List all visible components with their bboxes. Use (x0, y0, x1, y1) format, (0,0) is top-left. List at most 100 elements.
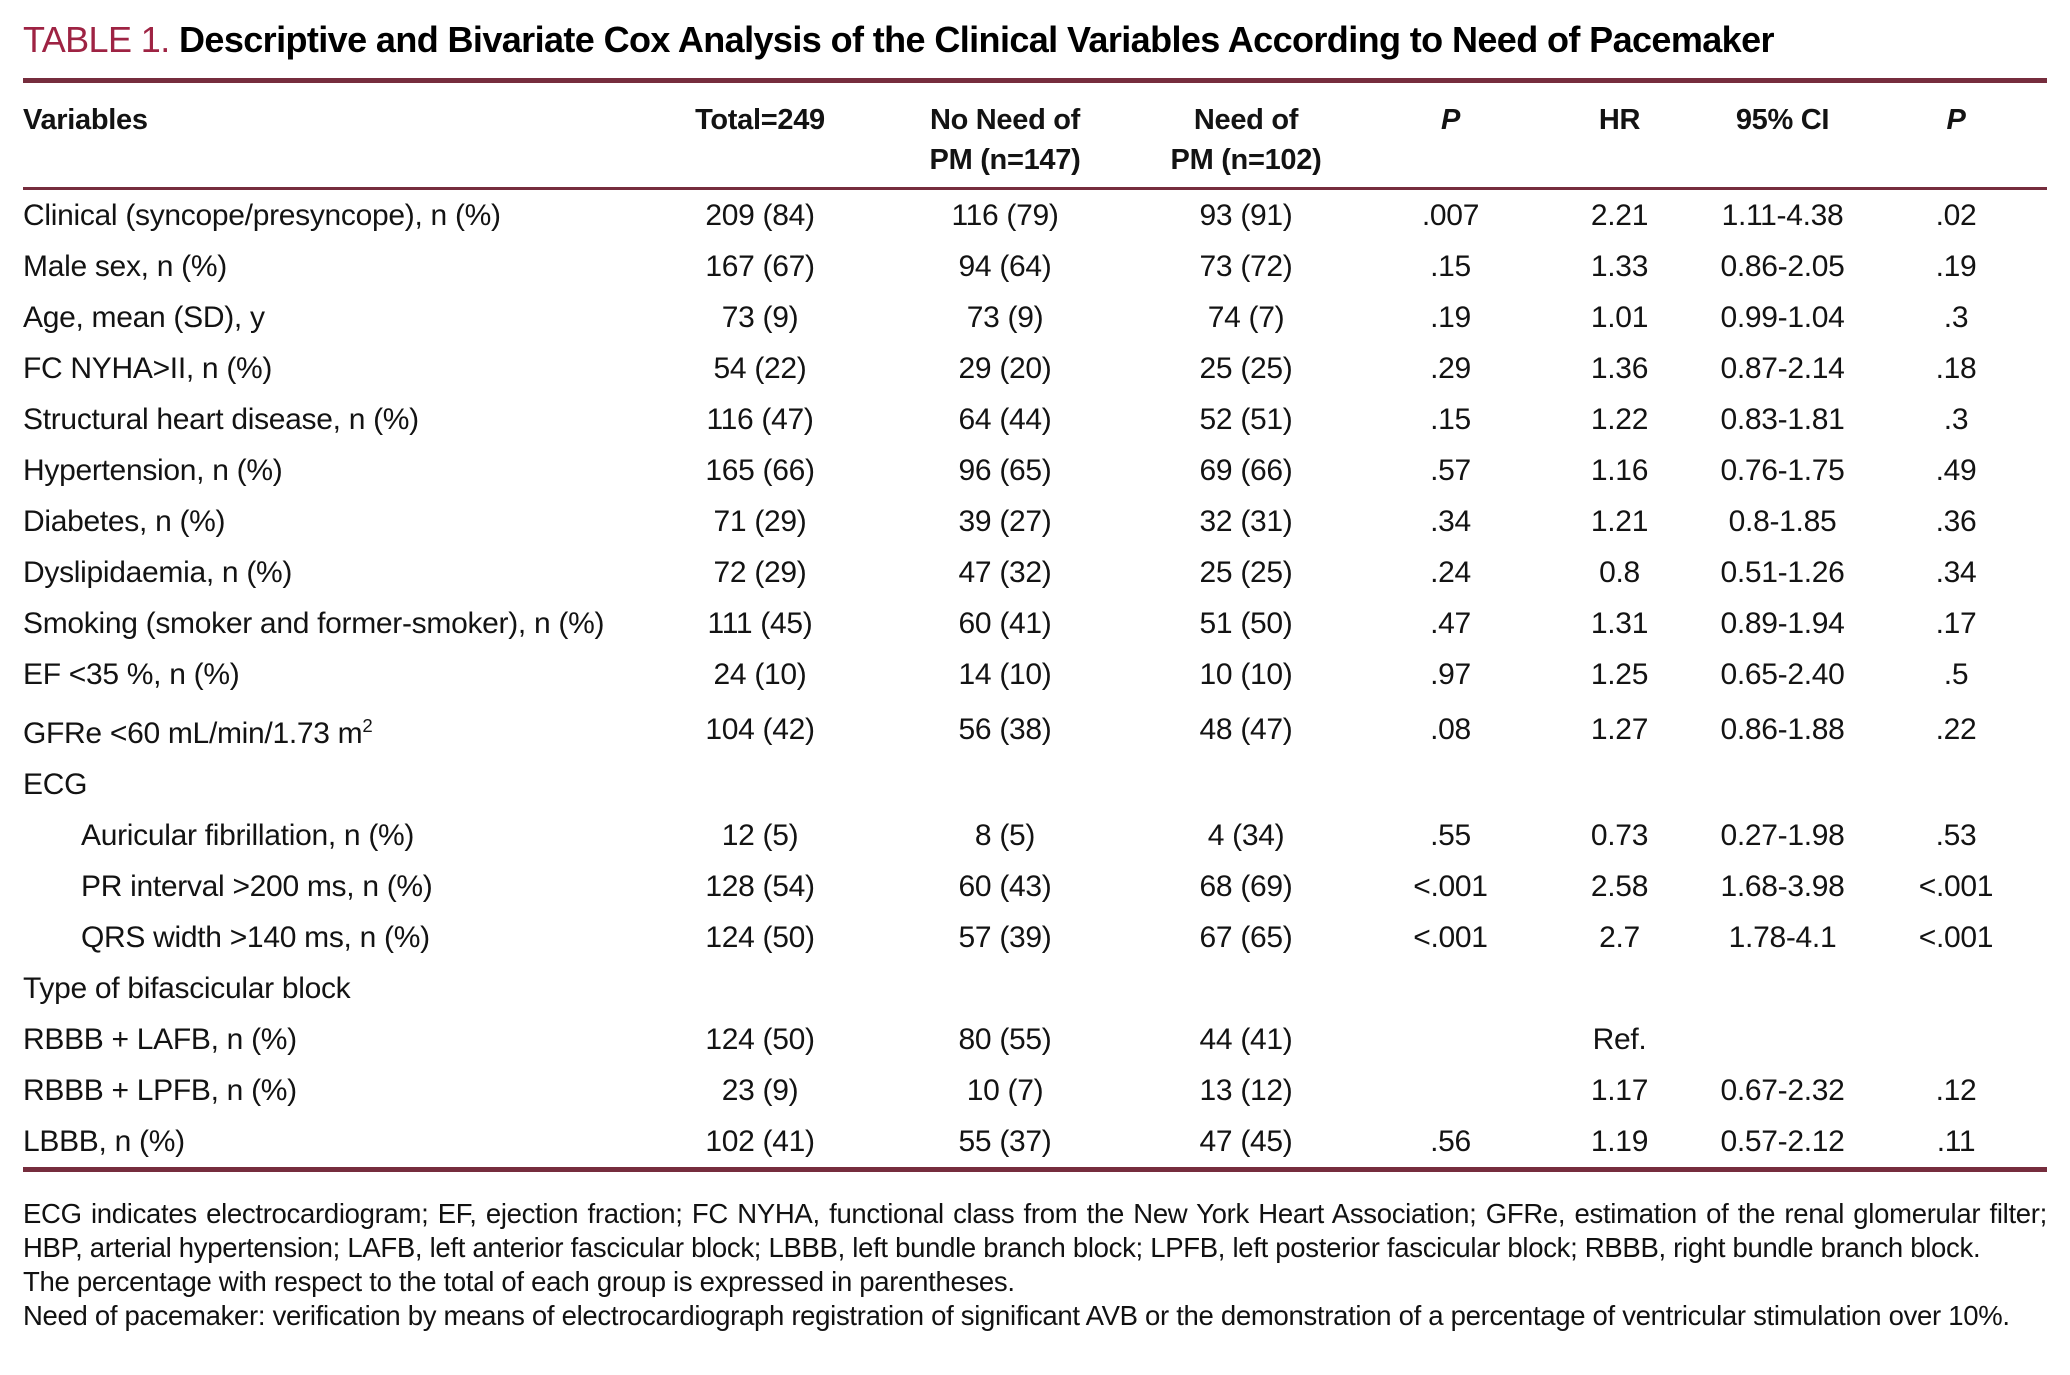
table-row: Structural heart disease, n (%) 116 (47) 6… (23, 394, 2047, 445)
value-cell (880, 963, 1130, 1014)
value-cell: .15 (1430, 250, 1471, 283)
value-cell (1865, 759, 2047, 810)
value-cell: .57 (1430, 454, 1471, 487)
value-cell: 73 (9) (966, 301, 1044, 334)
table-row: Diabetes, n (%) 71 (29) 39 (27) 32 (31) .34 1… (23, 496, 2047, 547)
value-cell: 73 (9) (721, 301, 799, 334)
footnote-abbreviations: ECG indicates electrocardiogram; EF, eje… (23, 1198, 2047, 1263)
variable-label: Structural heart disease, n (%) (23, 403, 419, 436)
table-row: Type of bifascicular block (23, 963, 2047, 1014)
value-cell: 102 (41) (705, 1125, 815, 1158)
value-cell: 2.21 (1590, 199, 1649, 232)
value-cell: 0.73 (1590, 819, 1649, 852)
variable-label: Diabetes, n (%) (23, 505, 226, 538)
value-cell: 1.27 (1590, 713, 1649, 746)
value-cell: 64 (44) (958, 403, 1052, 436)
value-cell: 0.8 (1599, 556, 1640, 589)
value-cell: 94 (64) (958, 250, 1052, 283)
value-cell: 55 (37) (958, 1125, 1052, 1158)
value-cell: .49 (1935, 454, 1977, 487)
variable-label: PR interval >200 ms, n (%) (81, 870, 433, 903)
value-cell: .18 (1935, 352, 1977, 385)
value-cell: .3 (1943, 403, 1969, 436)
value-cell: 0.65-2.40 (1720, 658, 1845, 691)
value-cell: 0.86-2.05 (1720, 250, 1845, 283)
table-row: Dyslipidaemia, n (%) 72 (29) 47 (32) 25 (25… (23, 547, 2047, 598)
table-row: QRS width >140 ms, n (%) 124 (50) 57 (39) 6… (23, 912, 2047, 963)
value-cell: 1.16 (1590, 454, 1649, 487)
table-header-row: Variables Total=249 No Need of PM (n=147) Ne… (23, 83, 2047, 190)
value-cell: .29 (1430, 352, 1471, 385)
value-cell: .5 (1943, 658, 1969, 691)
value-cell: 8 (5) (974, 819, 1036, 852)
value-cell: .34 (1430, 505, 1471, 538)
value-cell: 209 (84) (705, 199, 815, 232)
footnote-pacemaker-definition: Need of pacemaker: verification by means… (23, 1300, 2010, 1331)
variable-label: QRS width >140 ms, n (%) (81, 921, 430, 954)
column-header: Variables (23, 83, 640, 190)
value-cell: 68 (69) (1199, 870, 1293, 903)
variable-label: LBBB, n (%) (23, 1125, 185, 1158)
value-cell (1130, 759, 1362, 810)
value-cell (640, 963, 880, 1014)
table-number-label: TABLE 1. (23, 19, 170, 60)
value-cell: 1.31 (1590, 607, 1649, 640)
value-cell (1865, 963, 2047, 1014)
value-cell: 0.57-2.12 (1720, 1125, 1845, 1158)
table-body: Clinical (syncope/presyncope), n (%) 209 … (23, 189, 2047, 1168)
value-cell: 13 (12) (1199, 1074, 1293, 1107)
column-header: 95% CI (1700, 83, 1865, 190)
value-cell: 1.01 (1590, 301, 1649, 334)
value-cell: 93 (91) (1199, 199, 1293, 232)
variable-label: EF <35 %, n (%) (23, 658, 240, 691)
value-cell: .007 (1421, 199, 1480, 232)
value-cell: .3 (1943, 301, 1969, 334)
value-cell (880, 759, 1130, 810)
value-cell: .08 (1430, 713, 1471, 746)
table-title: TABLE 1. Descriptive and Bivariate Cox A… (23, 0, 2047, 62)
value-cell: 0.83-1.81 (1720, 403, 1845, 436)
value-cell: 25 (25) (1199, 556, 1293, 589)
value-cell (1700, 759, 1865, 810)
top-rule (23, 78, 2047, 83)
column-header: No Need of PM (n=147) (880, 83, 1130, 190)
value-cell: .19 (1935, 250, 1977, 283)
document-page: TABLE 1. Descriptive and Bivariate Cox A… (23, 0, 2047, 1331)
value-cell: 0.99-1.04 (1720, 301, 1845, 334)
value-cell: 124 (50) (705, 921, 815, 954)
value-cell (1700, 963, 1865, 1014)
value-cell: .34 (1935, 556, 1977, 589)
value-cell: 14 (10) (958, 658, 1052, 691)
value-cell: 25 (25) (1199, 352, 1293, 385)
value-cell: 29 (20) (958, 352, 1052, 385)
variable-label: RBBB + LAFB, n (%) (23, 1023, 297, 1056)
value-cell: .19 (1430, 301, 1471, 334)
value-cell: 32 (31) (1199, 505, 1293, 538)
table-row: Hypertension, n (%) 165 (66) 96 (65) 69 (66… (23, 445, 2047, 496)
value-cell: 0.8-1.85 (1728, 505, 1837, 538)
value-cell: .97 (1430, 658, 1471, 691)
table-row: RBBB + LAFB, n (%) 124 (50) 80 (55) 44 (41)… (23, 1014, 2047, 1065)
value-cell: 10 (7) (966, 1074, 1044, 1107)
value-cell: .24 (1430, 556, 1471, 589)
value-cell: Ref. (1592, 1023, 1647, 1056)
value-cell: 1.78-4.1 (1728, 921, 1837, 954)
table-title-text: Descriptive and Bivariate Cox Analysis o… (179, 19, 1775, 60)
value-cell: 0.76-1.75 (1720, 454, 1845, 487)
variable-label: Hypertension, n (%) (23, 454, 283, 487)
value-cell: .47 (1430, 607, 1471, 640)
table-row: Smoking (smoker and former-smoker), n (%… (23, 598, 2047, 649)
value-cell: 67 (65) (1199, 921, 1293, 954)
value-cell: .36 (1935, 505, 1977, 538)
variable-label: Smoking (smoker and former-smoker), n (%… (23, 607, 605, 640)
value-cell: 1.22 (1590, 403, 1649, 436)
table-row: GFRe <60 mL/min/1.73 m2 104 (42) 56 (38) 48… (23, 700, 2047, 759)
value-cell (1362, 963, 1539, 1014)
value-cell: 69 (66) (1199, 454, 1293, 487)
value-cell: <.001 (1918, 870, 1994, 903)
value-cell: 167 (67) (705, 250, 815, 283)
value-cell: 96 (65) (958, 454, 1052, 487)
value-cell: 1.11-4.38 (1721, 199, 1844, 232)
variable-label: Clinical (syncope/presyncope), n (%) (23, 199, 501, 232)
column-header: P (1865, 83, 2047, 190)
